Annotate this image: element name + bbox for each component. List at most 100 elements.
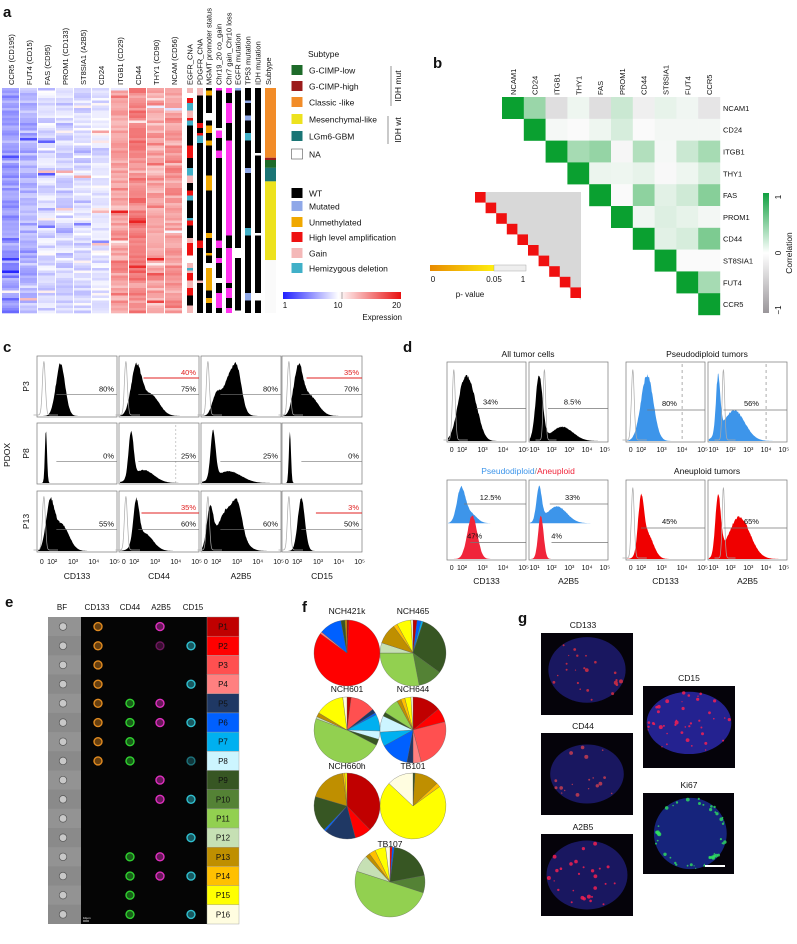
signal-spot (657, 825, 660, 827)
heatmap-cell (56, 305, 73, 309)
heatmap-cell (38, 245, 55, 249)
heatmap-cell (165, 113, 182, 116)
signal-spot (585, 654, 587, 657)
heatmap-cell (20, 230, 37, 234)
heatmap-cell (2, 298, 19, 301)
annotation-cell (206, 263, 212, 268)
marker-signal (125, 737, 135, 747)
marker-axis-label: CD133 (652, 576, 679, 586)
heatmap-cell (2, 290, 19, 294)
heatmap-cell (56, 100, 73, 104)
annotation-cell (197, 143, 203, 148)
legend-item-subtype: G-CIMP-low (291, 65, 356, 76)
heatmap-cell (129, 263, 146, 266)
heatmap-cell (92, 253, 109, 256)
heatmap-cell (147, 310, 164, 314)
heatmap-cell (38, 188, 55, 191)
annotation-cell (206, 95, 212, 106)
heatmap-cell (111, 310, 128, 314)
heatmap-cell (56, 148, 73, 151)
heatmap-cell (74, 168, 91, 171)
heatmap-cell (147, 298, 164, 301)
heatmap-cell (129, 230, 146, 234)
heatmap-cell (74, 240, 91, 244)
annotation-cell (245, 103, 251, 116)
signal-spot (574, 859, 578, 864)
population-label: P9 (218, 776, 228, 785)
panel-letter: c (3, 339, 11, 356)
heatmap-cell (56, 205, 73, 209)
axis-tick-label: 10³ (150, 559, 161, 566)
signal-spot (584, 668, 589, 672)
heatmap-cell (56, 158, 73, 161)
annotation-cell (197, 298, 203, 301)
heatmap-cell (129, 158, 146, 161)
signal-spot (674, 861, 677, 865)
signal-spot (586, 894, 591, 899)
channel-header: A2B5 (151, 603, 171, 612)
heatmap-cell (2, 225, 19, 229)
correlation-cell (611, 162, 633, 185)
heatmap-cell (2, 263, 19, 266)
axis-tick-label: 10³ (564, 565, 575, 572)
heatmap-cell (20, 125, 37, 129)
annotation-cell (187, 153, 193, 156)
heatmap-cell (74, 295, 91, 299)
heatmap-cell (165, 258, 182, 261)
heatmap-cell (38, 135, 55, 139)
signal-spot (695, 867, 697, 870)
signal-spot (689, 722, 693, 725)
heatmap-cell (129, 210, 146, 214)
matrix-column-label: FAS (596, 81, 605, 95)
annotation-cell (216, 88, 222, 91)
axis-tick-label: 10⁵ (273, 559, 284, 566)
heatmap-cell (2, 295, 19, 299)
gate-percentage: 80% (662, 399, 677, 408)
signal-spot (698, 802, 701, 805)
heatmap-cell (129, 153, 146, 156)
heatmap-cell (20, 263, 37, 266)
heatmap-cell (165, 228, 182, 231)
annotation-cell (197, 160, 203, 173)
heatmap-cell (74, 293, 91, 296)
annotation-cell (226, 205, 232, 208)
heatmap-cell (2, 238, 19, 241)
heatmap-cell (2, 278, 19, 281)
histogram-curve (283, 363, 362, 416)
heatmap-cell (165, 170, 182, 174)
histogram-curve (120, 497, 199, 551)
annotation-cell (245, 245, 251, 258)
heatmap-cell (129, 100, 146, 104)
annotation-cell (255, 288, 261, 291)
heatmap-cell (56, 133, 73, 136)
heatmap-cell (147, 135, 164, 139)
signal-spot (723, 840, 727, 844)
signal-spot (611, 692, 615, 696)
annotation-cell (226, 295, 232, 298)
population-label: P6 (218, 719, 228, 728)
signal-spot (672, 804, 674, 807)
heatmap-cell (129, 308, 146, 311)
correlation-cell (611, 184, 633, 207)
correlation-cell (545, 118, 568, 141)
heatmap-cell (2, 203, 19, 206)
annotation-cell (216, 215, 222, 228)
pvalue-tick: 0.05 (486, 275, 502, 284)
annotation-cell (226, 268, 232, 271)
annotation-cell (235, 205, 241, 208)
heatmap-cell (111, 175, 128, 179)
annotation-track-label: Chr19_20 co_gain (215, 24, 224, 85)
heatmap-cell (2, 130, 19, 134)
heatmap-cell (20, 293, 37, 296)
heatmap-cell (111, 150, 128, 154)
heatmap-cell (92, 310, 109, 314)
cell-image (58, 680, 68, 689)
heatmap-cell (20, 128, 37, 131)
annotation-cell (197, 218, 203, 226)
heatmap-cell (147, 268, 164, 271)
matrix-row-label: CCR5 (723, 300, 743, 309)
annotation-cell (245, 300, 251, 313)
heatmap-cell (74, 105, 91, 109)
annotation-cell (255, 105, 261, 116)
